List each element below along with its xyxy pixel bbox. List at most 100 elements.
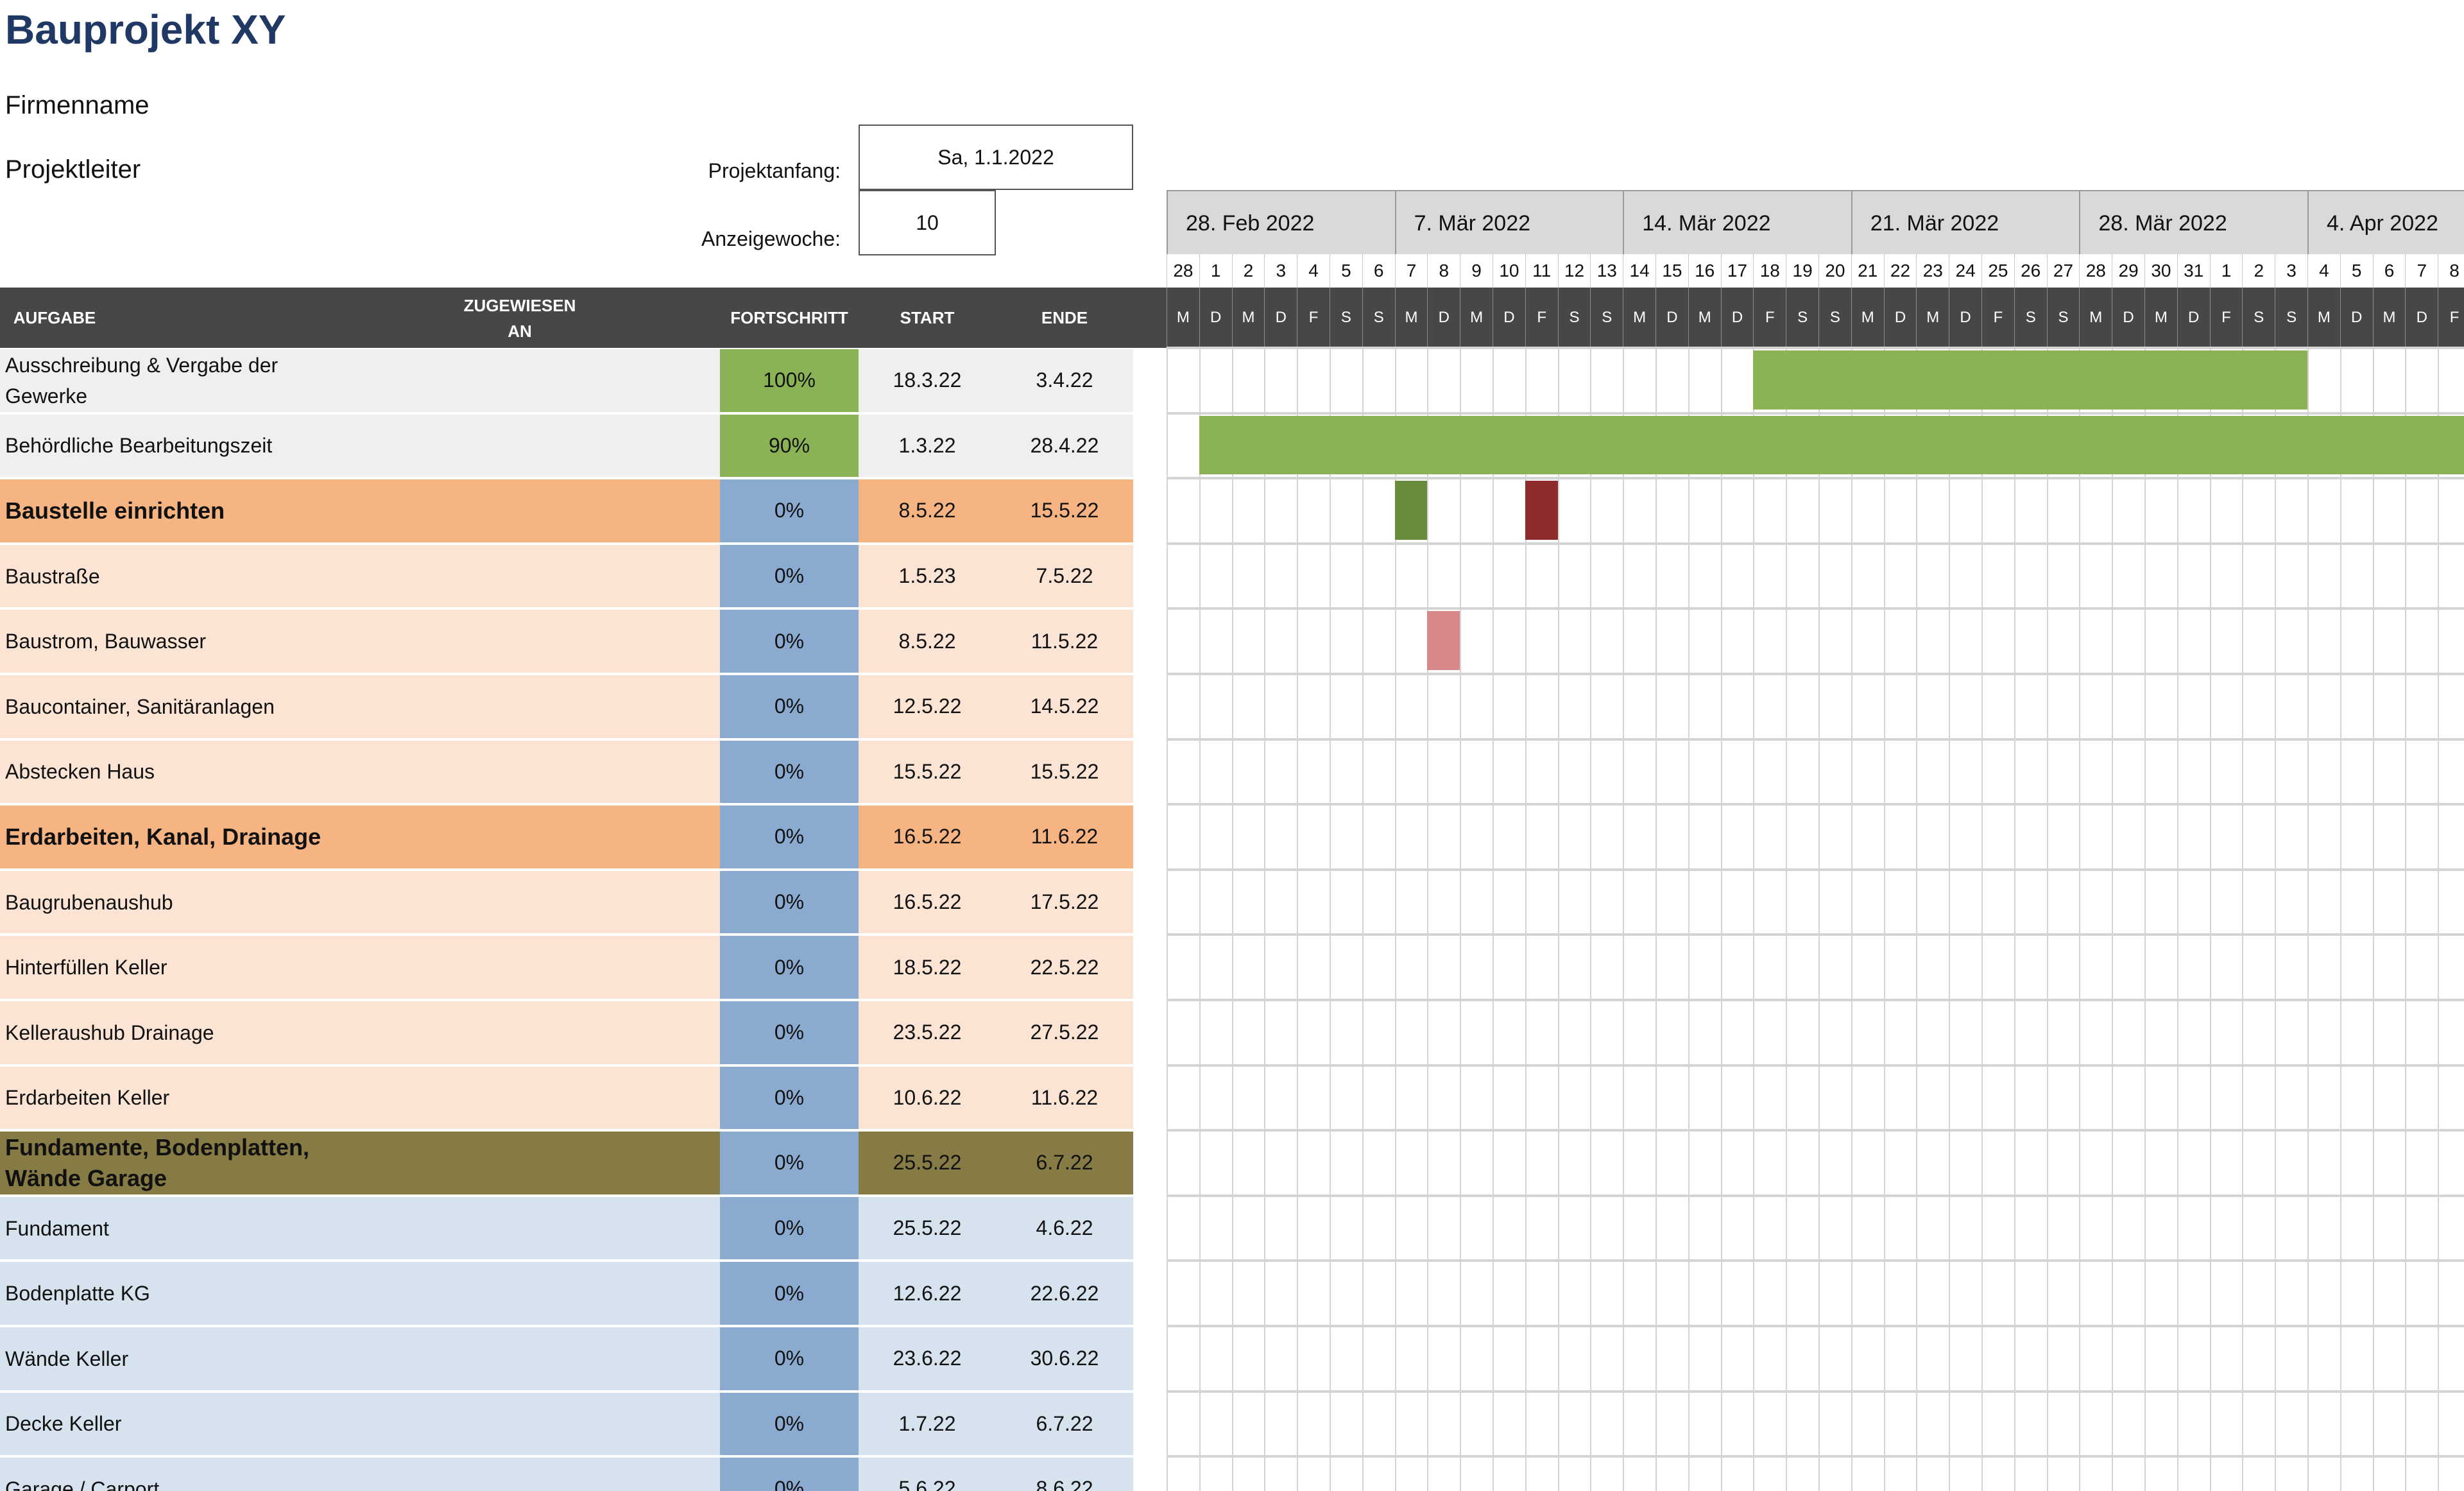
- task-cell[interactable]: Ausschreibung & Vergabe der Gewerke: [0, 349, 720, 412]
- start-date-cell[interactable]: 10.6.22: [859, 1066, 996, 1130]
- start-date-cell[interactable]: 1.3.22: [859, 414, 996, 478]
- display-week-field[interactable]: 10: [859, 190, 996, 255]
- progress-cell[interactable]: 0%: [720, 1392, 859, 1456]
- day-number: 31: [2177, 254, 2210, 288]
- start-date-cell[interactable]: 16.5.22: [859, 806, 996, 868]
- start-date-cell[interactable]: 8.5.22: [859, 479, 996, 542]
- progress-cell[interactable]: 0%: [720, 806, 859, 868]
- progress-cell[interactable]: 0%: [720, 1132, 859, 1194]
- progress-cell[interactable]: 0%: [720, 870, 859, 934]
- end-date-cell[interactable]: 15.5.22: [996, 479, 1133, 542]
- progress-cell[interactable]: 0%: [720, 936, 859, 999]
- progress-cell[interactable]: 0%: [720, 1001, 859, 1064]
- gantt-bar[interactable]: [1394, 481, 1428, 540]
- task-cell[interactable]: Kelleraushub Drainage: [0, 1001, 720, 1064]
- task-cell[interactable]: Decke Keller: [0, 1392, 720, 1456]
- progress-cell[interactable]: 0%: [720, 1066, 859, 1130]
- header-assigned-line1[interactable]: ZUGEWIESEN: [463, 296, 576, 315]
- end-date-cell[interactable]: 7.5.22: [996, 544, 1133, 608]
- start-date-cell[interactable]: 18.3.22: [859, 349, 996, 412]
- gantt-bar[interactable]: [1199, 415, 2464, 475]
- day-letter: S: [2242, 288, 2275, 348]
- end-date-cell[interactable]: 22.5.22: [996, 936, 1133, 999]
- end-date-cell[interactable]: 11.6.22: [996, 1066, 1133, 1130]
- start-date-cell[interactable]: 12.5.22: [859, 675, 996, 738]
- task-cell[interactable]: Baugrubenaushub: [0, 870, 720, 934]
- end-date-cell[interactable]: 11.5.22: [996, 610, 1133, 673]
- task-cell[interactable]: Baucontainer, Sanitäranlagen: [0, 675, 720, 738]
- start-date-cell[interactable]: 25.5.22: [859, 1132, 996, 1194]
- gantt-grid-vline: [1199, 349, 1201, 1491]
- day-number: 7: [2405, 254, 2438, 288]
- progress-cell[interactable]: 0%: [720, 1196, 859, 1260]
- progress-cell[interactable]: 0%: [720, 1327, 859, 1390]
- end-date-cell[interactable]: 28.4.22: [996, 414, 1133, 478]
- task-cell[interactable]: Baustrom, Bauwasser: [0, 610, 720, 673]
- task-cell[interactable]: Baustelle einrichten: [0, 479, 720, 542]
- task-cell[interactable]: Behördliche Bearbeitungszeit: [0, 414, 720, 478]
- end-date-cell[interactable]: 27.5.22: [996, 1001, 1133, 1064]
- gantt-grid-vline: [1883, 349, 1885, 1491]
- end-date-cell[interactable]: 15.5.22: [996, 740, 1133, 804]
- project-start-field[interactable]: Sa, 1.1.2022: [859, 125, 1133, 190]
- start-date-cell[interactable]: 12.6.22: [859, 1262, 996, 1325]
- gantt-bar[interactable]: [1427, 611, 1460, 670]
- end-date-cell[interactable]: 6.7.22: [996, 1392, 1133, 1456]
- end-date-cell[interactable]: 14.5.22: [996, 675, 1133, 738]
- end-date-cell[interactable]: 11.6.22: [996, 806, 1133, 868]
- progress-cell[interactable]: 0%: [720, 1262, 859, 1325]
- task-cell[interactable]: Bodenplatte KG: [0, 1262, 720, 1325]
- task-cell[interactable]: Fundament: [0, 1196, 720, 1260]
- gantt-grid-vline: [1720, 349, 1722, 1491]
- task-cell[interactable]: Fundamente, Bodenplatten, Wände Garage: [0, 1132, 720, 1194]
- gantt-grid-hline: [1167, 1325, 2464, 1327]
- day-number: 24: [1949, 254, 1981, 288]
- start-date-cell[interactable]: 8.5.22: [859, 610, 996, 673]
- task-cell[interactable]: Garage / Carport: [0, 1458, 720, 1491]
- progress-cell[interactable]: 90%: [720, 414, 859, 478]
- task-cell[interactable]: Abstecken Haus: [0, 740, 720, 804]
- gantt-grid-vline: [1590, 349, 1592, 1491]
- header-end[interactable]: ENDE: [1041, 308, 1088, 327]
- task-cell[interactable]: Wände Keller: [0, 1327, 720, 1390]
- end-date-cell[interactable]: 3.4.22: [996, 349, 1133, 412]
- gantt-grid-vline: [2079, 349, 2081, 1491]
- start-date-cell[interactable]: 25.5.22: [859, 1196, 996, 1260]
- task-name: Behördliche Bearbeitungszeit: [5, 434, 273, 458]
- start-date-cell[interactable]: 16.5.22: [859, 870, 996, 934]
- header-start[interactable]: START: [900, 308, 955, 327]
- day-number: 28: [2079, 254, 2112, 288]
- gantt-grid-vline: [1851, 349, 1852, 1491]
- header-assigned-line2[interactable]: AN: [508, 322, 532, 341]
- end-date-cell[interactable]: 4.6.22: [996, 1196, 1133, 1260]
- end-date-cell[interactable]: 17.5.22: [996, 870, 1133, 934]
- gantt-bar[interactable]: [1753, 350, 2307, 409]
- end-date-cell[interactable]: 6.7.22: [996, 1132, 1133, 1194]
- day-letter: M: [2144, 288, 2177, 348]
- start-date-cell[interactable]: 15.5.22: [859, 740, 996, 804]
- progress-cell[interactable]: 0%: [720, 675, 859, 738]
- task-cell[interactable]: Erdarbeiten, Kanal, Drainage: [0, 806, 720, 868]
- task-name: Ausschreibung & Vergabe der Gewerke: [5, 353, 278, 408]
- start-date-cell[interactable]: 18.5.22: [859, 936, 996, 999]
- progress-cell[interactable]: 0%: [720, 479, 859, 542]
- progress-cell[interactable]: 0%: [720, 544, 859, 608]
- task-cell[interactable]: Baustraße: [0, 544, 720, 608]
- gantt-bar[interactable]: [1525, 481, 1558, 540]
- task-cell[interactable]: Erdarbeiten Keller: [0, 1066, 720, 1130]
- header-progress[interactable]: FORTSCHRITT: [730, 308, 848, 327]
- header-task[interactable]: AUFGABE: [13, 308, 96, 327]
- start-date-cell[interactable]: 5.6.22: [859, 1458, 996, 1491]
- progress-cell[interactable]: 0%: [720, 1458, 859, 1491]
- end-date-cell[interactable]: 22.6.22: [996, 1262, 1133, 1325]
- progress-cell[interactable]: 0%: [720, 740, 859, 804]
- progress-cell[interactable]: 100%: [720, 349, 859, 412]
- start-date-cell[interactable]: 23.5.22: [859, 1001, 996, 1064]
- start-date-cell[interactable]: 1.7.22: [859, 1392, 996, 1456]
- end-date-cell[interactable]: 8.6.22: [996, 1458, 1133, 1491]
- start-date-cell[interactable]: 1.5.23: [859, 544, 996, 608]
- end-date-cell[interactable]: 30.6.22: [996, 1327, 1133, 1390]
- task-cell[interactable]: Hinterfüllen Keller: [0, 936, 720, 999]
- progress-cell[interactable]: 0%: [720, 610, 859, 673]
- start-date-cell[interactable]: 23.6.22: [859, 1327, 996, 1390]
